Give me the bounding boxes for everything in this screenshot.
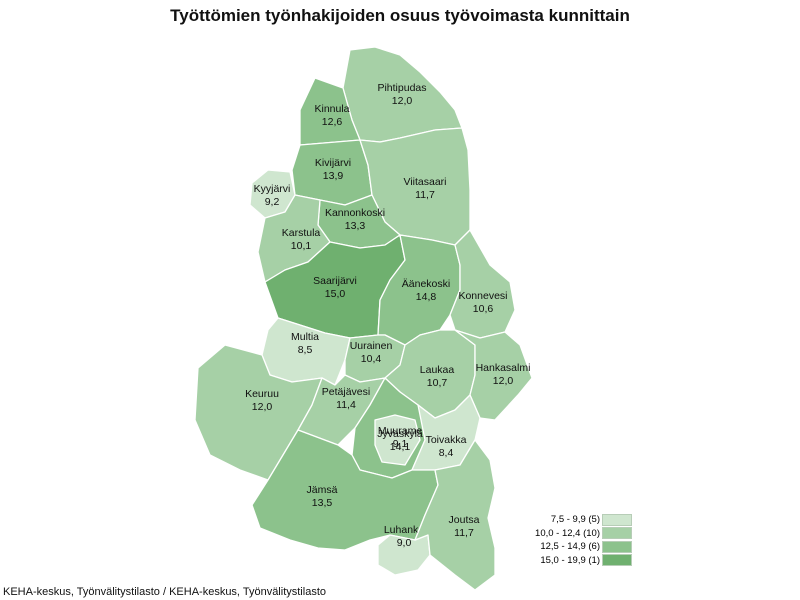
legend-swatch bbox=[602, 540, 632, 553]
region-muurame[interactable]: Muurame 9,1 Jyväskylä 14,1 bbox=[374, 414, 423, 466]
region-pihtipudas[interactable]: Pihtipudas 12,0 bbox=[342, 46, 463, 143]
municipality-name: Jämsä bbox=[307, 484, 338, 496]
region-viitasaari[interactable]: Viitasaari 11,7 bbox=[359, 127, 471, 246]
municipality-value: 13,9 bbox=[323, 170, 344, 182]
municipality-name: Karstula bbox=[282, 227, 321, 239]
municipality-value: 11,7 bbox=[454, 527, 474, 539]
municipality-name: Laukaa bbox=[420, 364, 455, 376]
region-keuruu[interactable]: Keuruu 12,0 bbox=[194, 344, 323, 481]
municipality-value: 9,1 bbox=[393, 438, 408, 450]
municipality-value: 9,0 bbox=[397, 537, 412, 549]
municipality-value: 14,1 bbox=[390, 441, 411, 453]
municipality-name: Kyyjärvi bbox=[254, 183, 291, 195]
region-kinnula[interactable]: Kinnula 12,6 bbox=[299, 77, 361, 146]
municipality-value: 12,6 bbox=[322, 116, 343, 128]
region-kivijarvi[interactable]: Kivijärvi 13,9 bbox=[291, 139, 373, 206]
region-petajavesi[interactable]: Petäjävesi 11,4 bbox=[297, 374, 386, 446]
municipality-name: Luhanka bbox=[384, 524, 424, 536]
municipality-value: 12,0 bbox=[493, 375, 514, 387]
legend-item: 12,5 - 14,9 (6) bbox=[500, 540, 632, 554]
municipality-value: 9,2 bbox=[265, 196, 280, 208]
region-uurainen[interactable]: Uurainen 10,4 bbox=[344, 334, 406, 383]
legend-swatch bbox=[602, 513, 632, 526]
region-multia[interactable]: Multia 8,5 bbox=[261, 317, 351, 386]
legend-label: 12,5 - 14,9 (6) bbox=[540, 541, 600, 553]
legend-swatch bbox=[602, 554, 632, 567]
region-joutsa[interactable]: Joutsa 11,7 bbox=[414, 439, 496, 591]
region-hankasalmi[interactable]: Hankasalmi 12,0 bbox=[454, 329, 533, 421]
municipality-name: Petäjävesi bbox=[322, 386, 370, 398]
municipality-name: Joutsa bbox=[449, 514, 480, 526]
region-karstula[interactable]: Karstula 10,1 bbox=[257, 194, 331, 283]
municipality-value: 8,4 bbox=[439, 447, 454, 459]
municipality-name: Jyväskylä bbox=[377, 428, 423, 440]
legend-swatch bbox=[602, 527, 632, 540]
municipality-name: Muurame bbox=[378, 425, 423, 437]
legend-item: 10,0 - 12,4 (10) bbox=[500, 527, 632, 541]
region-jamsa[interactable]: Jämsä 13,5 bbox=[251, 429, 439, 551]
municipality-name: Hankasalmi bbox=[476, 362, 531, 374]
municipality-value: 15,0 bbox=[325, 288, 346, 300]
municipality-name: Pihtipudas bbox=[377, 82, 426, 94]
municipality-name: Äänekoski bbox=[402, 278, 450, 290]
legend-label: 10,0 - 12,4 (10) bbox=[535, 527, 600, 539]
municipality-value: 11,7 bbox=[415, 189, 435, 201]
region-kyyjarvi[interactable]: Kyyjärvi 9,2 bbox=[249, 169, 296, 219]
municipality-value: 11,4 bbox=[336, 399, 356, 411]
legend-item: 7,5 - 9,9 (5) bbox=[500, 513, 632, 527]
municipality-name: Toivakka bbox=[426, 434, 467, 446]
legend: 7,5 - 9,9 (5) 10,0 - 12,4 (10) 12,5 - 14… bbox=[500, 513, 632, 567]
municipality-value: 14,8 bbox=[416, 291, 437, 303]
municipality-value: 13,3 bbox=[345, 220, 366, 232]
municipality-name: Viitasaari bbox=[404, 176, 447, 188]
region-konnevesi[interactable]: Konnevesi 10,6 bbox=[449, 229, 516, 339]
municipality-name: Kinnula bbox=[314, 103, 349, 115]
municipality-value: 10,4 bbox=[361, 353, 382, 365]
municipality-value: 10,7 bbox=[427, 377, 448, 389]
municipality-value: 10,6 bbox=[473, 303, 494, 315]
municipality-name: Kivijärvi bbox=[315, 157, 351, 169]
municipality-value: 8,5 bbox=[298, 344, 313, 356]
source-text: KEHA-keskus, Työnvälitystilasto / KEHA-k… bbox=[3, 586, 326, 598]
legend-item: 15,0 - 19,9 (1) bbox=[500, 554, 632, 568]
municipality-value: 12,0 bbox=[392, 95, 413, 107]
municipality-name: Keuruu bbox=[245, 388, 279, 400]
municipality-name: Uurainen bbox=[350, 340, 393, 352]
municipality-value: 12,0 bbox=[252, 401, 273, 413]
municipality-value: 10,1 bbox=[291, 240, 312, 252]
region-toivakka[interactable]: Toivakka 8,4 bbox=[411, 394, 481, 471]
legend-label: 15,0 - 19,9 (1) bbox=[540, 554, 600, 566]
municipality-name: Multia bbox=[291, 331, 319, 343]
map-title: Työttömien työnhakijoiden osuus työvoima… bbox=[170, 6, 630, 25]
municipality-value: 13,5 bbox=[312, 497, 333, 509]
municipality-name: Konnevesi bbox=[458, 290, 507, 302]
legend-label: 7,5 - 9,9 (5) bbox=[550, 514, 600, 526]
municipality-name: Kannonkoski bbox=[325, 207, 385, 219]
municipality-name: Saarijärvi bbox=[313, 275, 357, 287]
region-luhanka[interactable]: Luhanka 9,0 bbox=[377, 524, 431, 576]
